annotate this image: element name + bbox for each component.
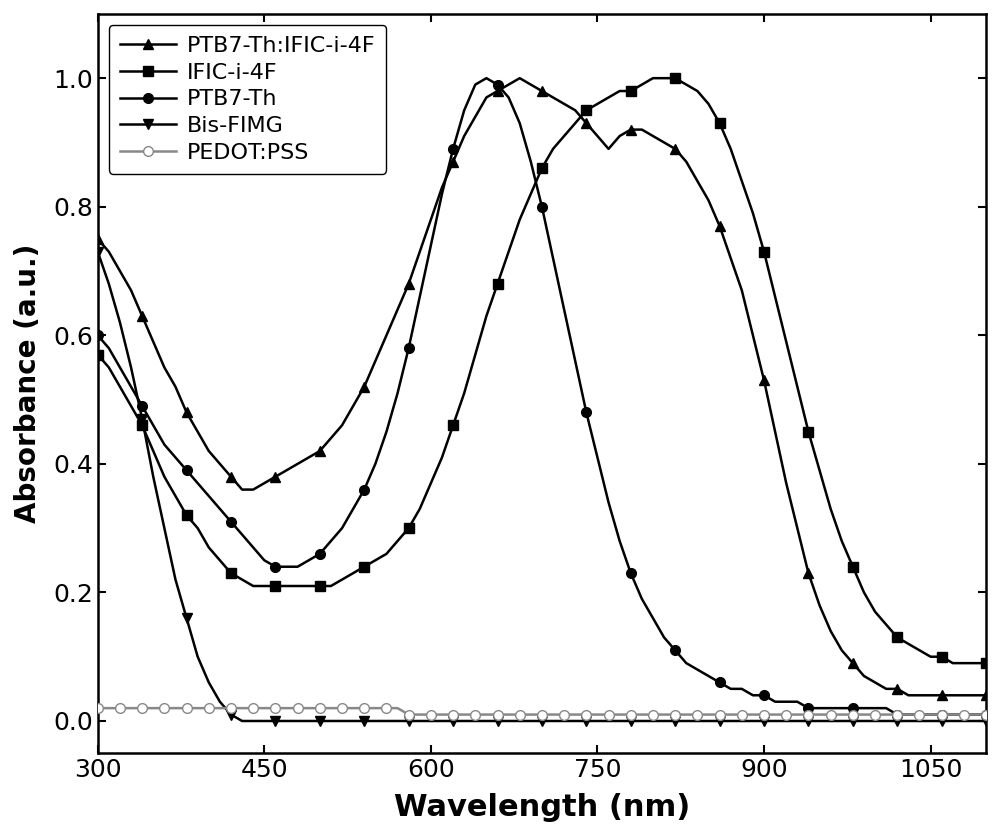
Bis-FIMG xyxy=(236,716,248,726)
PTB7-Th xyxy=(92,330,104,340)
IFIC-i-4F xyxy=(825,504,837,514)
PTB7-Th:IFIC-i-4F xyxy=(913,691,925,701)
PTB7-Th xyxy=(480,74,492,84)
PEDOT:PSS xyxy=(869,710,881,720)
Y-axis label: Absorbance (a.u.): Absorbance (a.u.) xyxy=(14,244,42,523)
PTB7-Th:IFIC-i-4F xyxy=(869,677,881,687)
PTB7-Th xyxy=(591,452,603,462)
PTB7-Th xyxy=(980,710,992,720)
PTB7-Th:IFIC-i-4F xyxy=(902,691,914,701)
Line: PEDOT:PSS: PEDOT:PSS xyxy=(93,703,991,720)
Bis-FIMG xyxy=(92,247,104,257)
PEDOT:PSS xyxy=(980,710,992,720)
Bis-FIMG xyxy=(902,716,914,726)
Bis-FIMG xyxy=(658,716,670,726)
PTB7-Th xyxy=(758,691,770,701)
X-axis label: Wavelength (nm): Wavelength (nm) xyxy=(394,793,690,822)
PTB7-Th xyxy=(825,703,837,713)
PEDOT:PSS xyxy=(403,710,415,720)
IFIC-i-4F xyxy=(902,639,914,649)
IFIC-i-4F xyxy=(647,74,659,84)
IFIC-i-4F xyxy=(947,658,959,668)
Bis-FIMG xyxy=(980,716,992,726)
PTB7-Th:IFIC-i-4F xyxy=(92,234,104,244)
Line: Bis-FIMG: Bis-FIMG xyxy=(93,247,991,726)
PEDOT:PSS xyxy=(902,710,914,720)
PTB7-Th xyxy=(869,703,881,713)
IFIC-i-4F xyxy=(869,607,881,617)
PTB7-Th:IFIC-i-4F xyxy=(825,626,837,636)
Bis-FIMG xyxy=(825,716,837,726)
PEDOT:PSS xyxy=(92,703,104,713)
PTB7-Th:IFIC-i-4F xyxy=(758,375,770,385)
PEDOT:PSS xyxy=(658,710,670,720)
Line: PTB7-Th:IFIC-i-4F: PTB7-Th:IFIC-i-4F xyxy=(93,74,991,700)
Bis-FIMG xyxy=(591,716,603,726)
Bis-FIMG xyxy=(758,716,770,726)
IFIC-i-4F xyxy=(92,349,104,359)
PTB7-Th:IFIC-i-4F xyxy=(591,131,603,141)
IFIC-i-4F xyxy=(758,247,770,257)
Line: IFIC-i-4F: IFIC-i-4F xyxy=(93,74,991,668)
PTB7-Th:IFIC-i-4F xyxy=(658,137,670,147)
PTB7-Th:IFIC-i-4F xyxy=(514,74,526,84)
PEDOT:PSS xyxy=(591,710,603,720)
PEDOT:PSS xyxy=(758,710,770,720)
PTB7-Th xyxy=(913,710,925,720)
PTB7-Th:IFIC-i-4F xyxy=(980,691,992,701)
IFIC-i-4F xyxy=(980,658,992,668)
PEDOT:PSS xyxy=(825,710,837,720)
Line: PTB7-Th: PTB7-Th xyxy=(93,74,991,720)
IFIC-i-4F xyxy=(580,105,592,115)
IFIC-i-4F xyxy=(658,74,670,84)
Bis-FIMG xyxy=(869,716,881,726)
PTB7-Th xyxy=(658,632,670,642)
PTB7-Th xyxy=(891,710,903,720)
Legend: PTB7-Th:IFIC-i-4F, IFIC-i-4F, PTB7-Th, Bis-FIMG, PEDOT:PSS: PTB7-Th:IFIC-i-4F, IFIC-i-4F, PTB7-Th, B… xyxy=(109,25,386,174)
